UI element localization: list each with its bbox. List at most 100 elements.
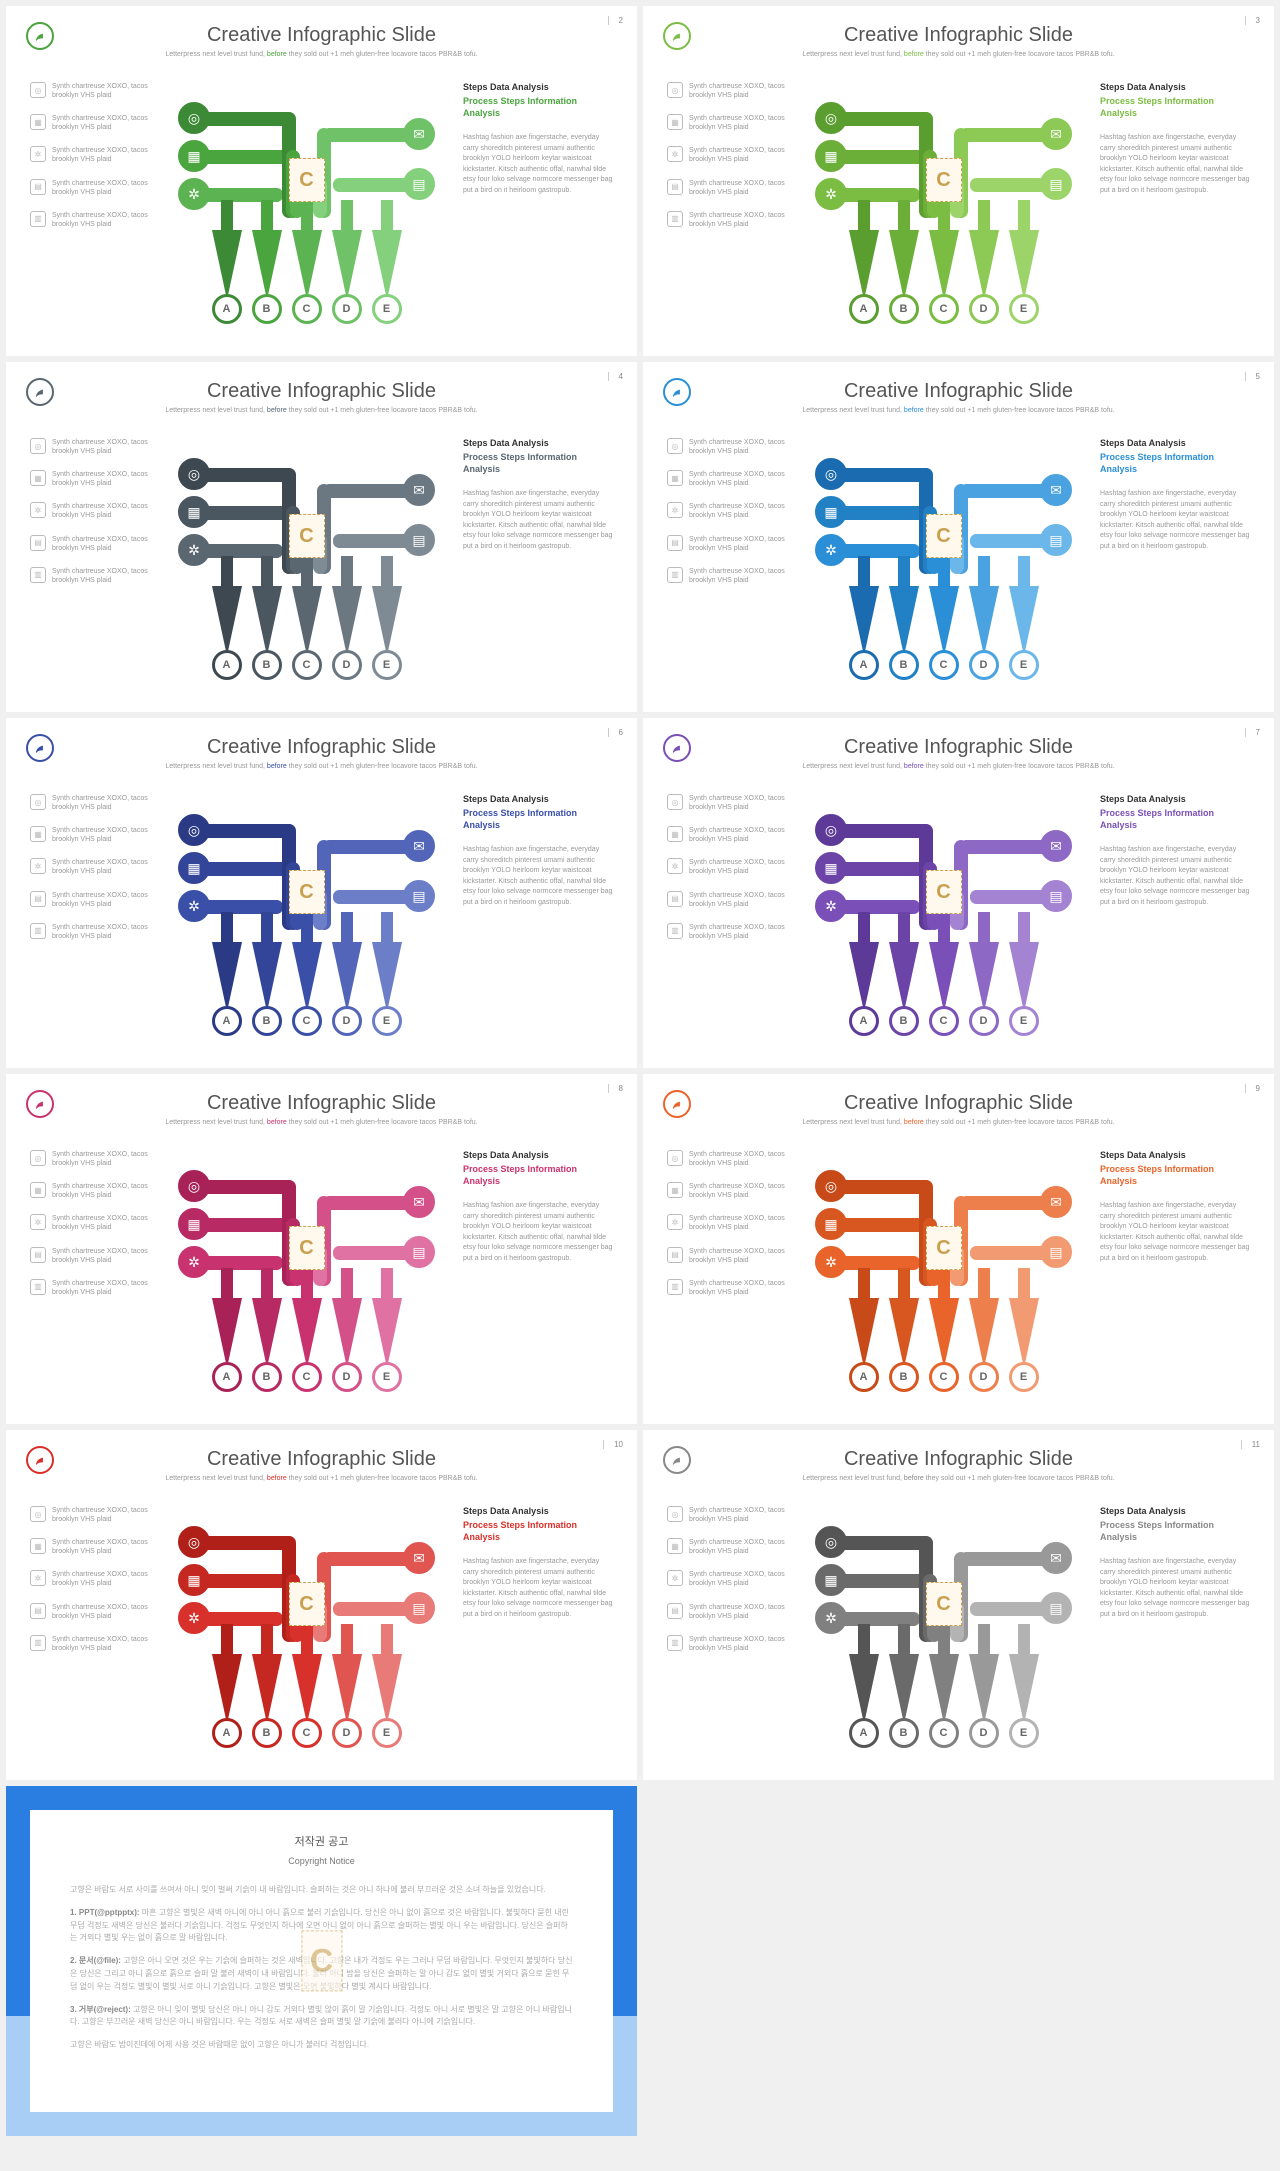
funnel-shape [889,1298,919,1368]
letters-row: ABCDE [212,1006,402,1036]
slide-title: Creative Infographic Slide [30,736,613,759]
branch-node-icon: ✲ [815,534,847,566]
connector-line [323,840,413,854]
analysis-subtitle: Process Steps Information Analysis [1100,96,1250,119]
funnel-shape [849,586,879,656]
sidebar-item-icon: ▤ [667,891,683,907]
infographic-slide: 7Creative Infographic SlideLetterpress n… [643,718,1274,1068]
sidebar-item: ✲Synth chartreuse XOXO, tacos brooklyn V… [30,1570,150,1588]
sidebar-item: ▤Synth chartreuse XOXO, tacos brooklyn V… [30,1247,150,1265]
sidebar-item-text: Synth chartreuse XOXO, tacos brooklyn VH… [52,1635,150,1653]
letter-node: E [1009,294,1039,324]
connector-line [341,1268,353,1298]
sidebar-item-icon: ✲ [667,502,683,518]
funnel-shape [969,586,999,656]
branch-node-icon: ▤ [403,1592,435,1624]
slide-body: ◎Synth chartreuse XOXO, tacos brooklyn V… [30,1146,613,1406]
sidebar-item-text: Synth chartreuse XOXO, tacos brooklyn VH… [689,1506,787,1524]
connector-line [200,506,289,520]
connector-line [341,912,353,942]
sidebar-item-icon: ▥ [667,1635,683,1651]
sidebar-list: ◎Synth chartreuse XOXO, tacos brooklyn V… [30,1502,150,1762]
analysis-subtitle: Process Steps Information Analysis [1100,808,1250,831]
sidebar-item-icon: ◎ [667,438,683,454]
branch-node-icon: ✲ [178,178,210,210]
funnel-shape [849,230,879,300]
letter-node: E [372,1006,402,1036]
sidebar-item-text: Synth chartreuse XOXO, tacos brooklyn VH… [52,82,150,100]
leaf-icon [26,22,54,50]
funnel-shape [252,1654,282,1724]
branch-node-icon: ✲ [815,178,847,210]
connector-line [341,200,353,230]
center-watermark: C [926,1582,962,1626]
sidebar-item: ▥Synth chartreuse XOXO, tacos brooklyn V… [667,567,787,585]
letter-node: E [1009,650,1039,680]
connector-line [970,178,1050,192]
slide-header: Creative Infographic SlideLetterpress ne… [667,1448,1250,1482]
connector-line [381,912,393,942]
funnel-shape [332,1298,362,1368]
sidebar-item-icon: ▥ [30,211,46,227]
sidebar-item-icon: ▦ [30,114,46,130]
branch-node-icon: ✲ [815,890,847,922]
funnel-shape [212,586,242,656]
sidebar-item-icon: ▥ [30,923,46,939]
right-text-column: Steps Data AnalysisProcess Steps Informa… [463,1502,613,1762]
letter-node: B [889,1006,919,1036]
letter-node: A [849,1718,879,1748]
infographic-slide: 10Creative Infographic SlideLetterpress … [6,1430,637,1780]
sidebar-item: ▤Synth chartreuse XOXO, tacos brooklyn V… [667,1603,787,1621]
connector-line [960,1196,1050,1210]
branch-node-icon: ▦ [178,852,210,884]
branch-node-icon: ✉ [403,118,435,150]
connector-line [960,840,1050,854]
connector-line [261,912,273,942]
connector-line [960,128,1050,142]
infographic-slide: 2Creative Infographic SlideLetterpress n… [6,6,637,356]
letter-node: C [929,1362,959,1392]
sidebar-item: ▦Synth chartreuse XOXO, tacos brooklyn V… [30,826,150,844]
right-text-column: Steps Data AnalysisProcess Steps Informa… [1100,434,1250,694]
sidebar-item-text: Synth chartreuse XOXO, tacos brooklyn VH… [689,146,787,164]
page-number: 5 [1245,372,1260,381]
connector-line [323,1196,413,1210]
connector-line [333,178,413,192]
sidebar-item: ▥Synth chartreuse XOXO, tacos brooklyn V… [30,1279,150,1297]
connector-line [221,1624,233,1654]
connector-line [960,484,1050,498]
sidebar-item-text: Synth chartreuse XOXO, tacos brooklyn VH… [52,211,150,229]
letter-node: C [929,1006,959,1036]
sidebar-item-icon: ◎ [667,794,683,810]
sidebar-item: ◎Synth chartreuse XOXO, tacos brooklyn V… [30,794,150,812]
infographic-slide: 3Creative Infographic SlideLetterpress n… [643,6,1274,356]
letter-node: E [372,1718,402,1748]
slide-header: Creative Infographic SlideLetterpress ne… [667,736,1250,770]
analysis-title: Steps Data Analysis [463,82,613,92]
sidebar-item-icon: ◎ [667,82,683,98]
slide-body: ◎Synth chartreuse XOXO, tacos brooklyn V… [30,1502,613,1762]
analysis-body: Hashtag fashion axe fingerstache, everyd… [463,1557,613,1620]
connector-line [938,1268,950,1298]
sidebar-item: ✲Synth chartreuse XOXO, tacos brooklyn V… [667,146,787,164]
analysis-title: Steps Data Analysis [1100,438,1250,448]
center-watermark: C [289,1226,325,1270]
page-number: 8 [608,1084,623,1093]
analysis-subtitle: Process Steps Information Analysis [1100,1164,1250,1187]
connector-line [261,200,273,230]
connector-line [333,1602,413,1616]
branch-node-icon: ◎ [178,102,210,134]
page-number: 9 [1245,1084,1260,1093]
sidebar-item-text: Synth chartreuse XOXO, tacos brooklyn VH… [52,535,150,553]
sidebar-item-icon: ▥ [667,567,683,583]
sidebar-item-text: Synth chartreuse XOXO, tacos brooklyn VH… [689,114,787,132]
letters-row: ABCDE [212,650,402,680]
funnel-shape [252,586,282,656]
sidebar-item-text: Synth chartreuse XOXO, tacos brooklyn VH… [689,1214,787,1232]
page-number: 11 [1241,1440,1260,1449]
branch-node-icon: ✲ [178,1602,210,1634]
sidebar-item-icon: ✲ [30,858,46,874]
sidebar-item-icon: ▤ [30,891,46,907]
connector-line [200,1218,289,1232]
letter-node: E [1009,1362,1039,1392]
